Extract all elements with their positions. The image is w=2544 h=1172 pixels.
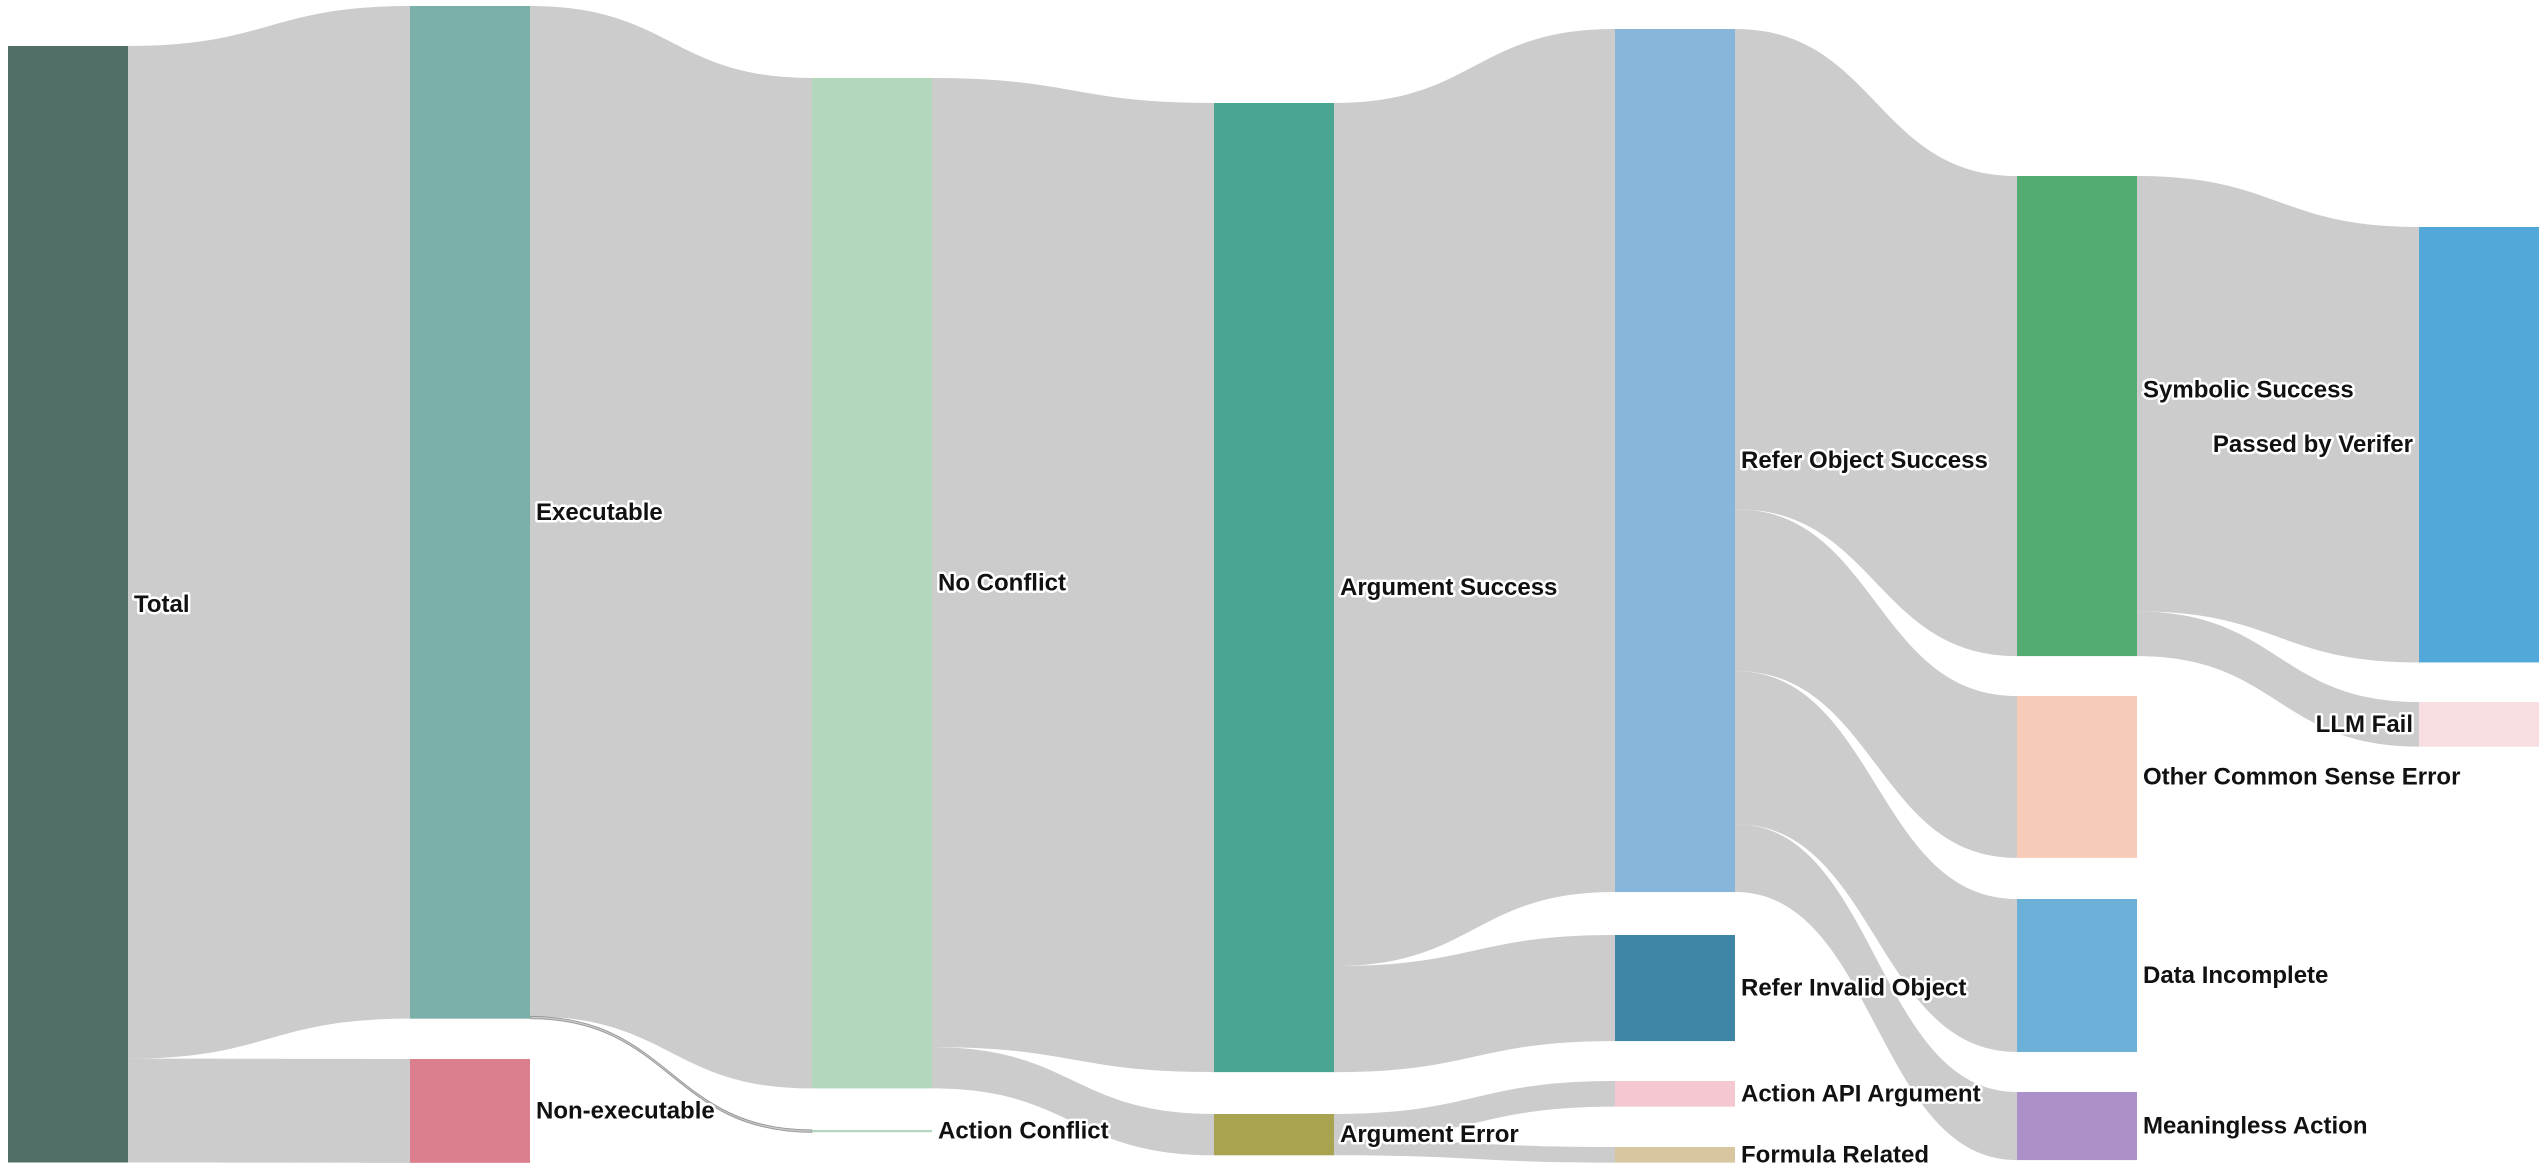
label-argument-error: Argument Error	[1340, 1121, 1519, 1148]
node-llm-fail	[2419, 702, 2539, 747]
link-refer-object-success-to-data-incomplete	[1735, 670, 2017, 1052]
label-argument-success: Argument Success	[1340, 574, 1557, 601]
label-executable: Executable	[536, 499, 663, 526]
label-total: Total	[134, 591, 190, 618]
node-refer-invalid-object	[1615, 935, 1735, 1042]
link-argument-error-to-formula-related	[1334, 1139, 1615, 1163]
link-total-to-non-executable	[128, 1058, 410, 1163]
link-symbolic-success-to-llm-fail	[2137, 611, 2419, 747]
node-other-common-sense-error	[2017, 696, 2137, 858]
link-argument-success-to-refer-object-success	[1334, 29, 1615, 967]
link-refer-object-success-to-symbolic-success	[1735, 29, 2017, 657]
label-data-incomplete: Data Incomplete	[2143, 962, 2328, 989]
sankey-nodes	[8, 6, 2539, 1163]
label-no-conflict: No Conflict	[938, 570, 1066, 597]
label-refer-object-success: Refer Object Success	[1741, 447, 1988, 474]
node-action-conflict	[812, 1130, 932, 1133]
node-passed-by-verifier	[2419, 227, 2539, 663]
link-no-conflict-to-argument-success	[932, 78, 1214, 1073]
link-executable-to-no-conflict	[530, 6, 812, 1089]
link-total-to-executable	[128, 6, 410, 1059]
sankey-labels: Total Executable Non-executable No Conflict…	[132, 374, 2463, 1171]
node-meaningless-action	[2017, 1092, 2137, 1161]
link-argument-success-to-refer-invalid-object	[1334, 935, 1615, 1073]
label-action-conflict: Action Conflict	[938, 1118, 1109, 1145]
node-refer-object-success	[1615, 29, 1735, 893]
label-action-api-argument: Action API Argument	[1741, 1080, 1981, 1107]
label-non-executable: Non-executable	[536, 1097, 715, 1124]
node-symbolic-success	[2017, 176, 2137, 657]
link-refer-object-success-to-meaningless-action	[1735, 823, 2017, 1161]
link-no-conflict-to-argument-error	[932, 1047, 1214, 1156]
node-non-executable	[410, 1059, 530, 1163]
node-total	[8, 46, 128, 1163]
label-passed-by-verifier: Passed by Verifer	[2213, 431, 2413, 458]
node-action-api-argument	[1615, 1081, 1735, 1107]
label-other-common-sense-error: Other Common Sense Error	[2143, 763, 2460, 790]
label-llm-fail: LLM Fail	[2316, 711, 2413, 738]
node-formula-related	[1615, 1147, 1735, 1163]
node-executable	[410, 6, 530, 1019]
label-symbolic-success: Symbolic Success	[2143, 377, 2354, 404]
link-symbolic-success-to-passed-by-verifier	[2137, 176, 2419, 663]
link-refer-object-success-to-other-common-sense-error	[1735, 509, 2017, 858]
node-no-conflict	[812, 78, 932, 1089]
label-meaningless-action: Meaningless Action	[2143, 1113, 2367, 1140]
label-refer-invalid-object: Refer Invalid Object	[1741, 975, 1966, 1002]
link-argument-error-to-action-api-argument	[1334, 1081, 1615, 1140]
node-data-incomplete	[2017, 899, 2137, 1052]
sankey-links	[128, 6, 2419, 1163]
label-formula-related: Formula Related	[1741, 1141, 1929, 1168]
node-argument-success	[1214, 103, 1334, 1073]
node-argument-error	[1214, 1114, 1334, 1156]
